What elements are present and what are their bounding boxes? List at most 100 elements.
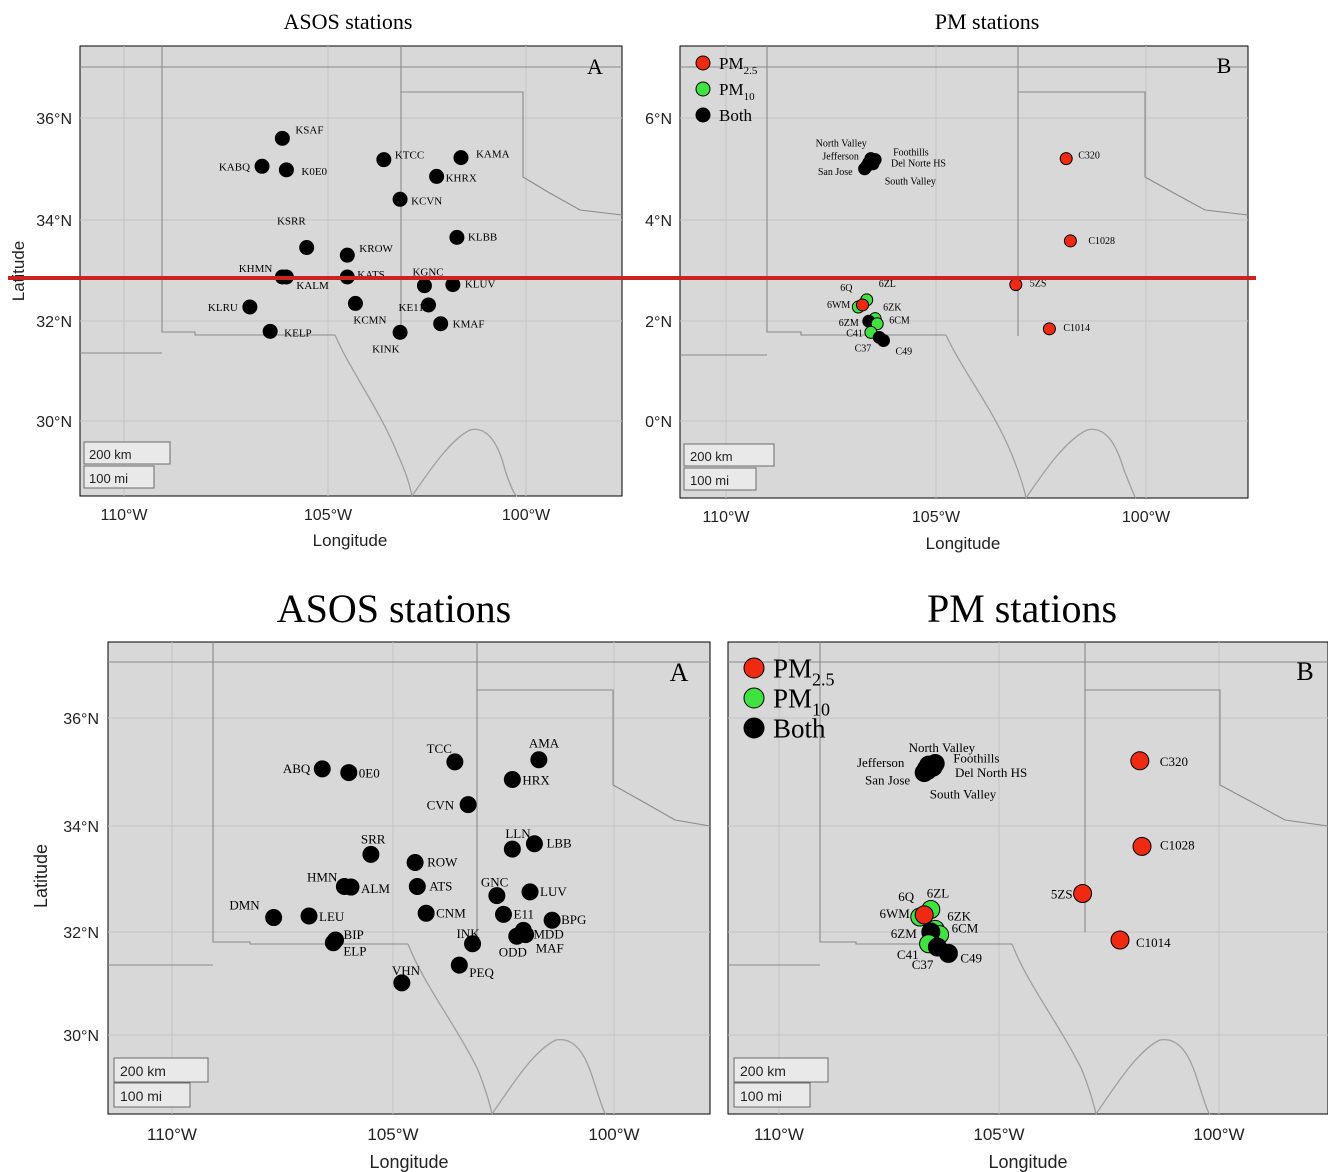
x-tick: 110°W <box>147 1125 197 1144</box>
station-marker <box>406 853 424 871</box>
station-label: BPG <box>561 912 586 927</box>
y-tick: 32°N <box>63 925 99 942</box>
station-label: North Valley <box>816 139 867 150</box>
x-tick: 105°W <box>912 509 961 526</box>
station-marker <box>938 943 958 963</box>
station-label: Foothills <box>893 148 929 159</box>
station-label: KELP <box>284 327 312 339</box>
station-label: C41 <box>846 328 863 339</box>
y-tick: 34°N <box>36 213 72 230</box>
station-marker <box>495 905 512 923</box>
station-label: Foothills <box>953 750 999 765</box>
legend-label: Both <box>719 106 753 125</box>
station-marker <box>433 316 449 332</box>
top-pm-panel-letter: B <box>1217 53 1232 78</box>
station-marker <box>918 760 938 780</box>
bottom-pm-title: PM stations <box>927 586 1117 631</box>
bottom-asos-title: ASOS stations <box>277 586 512 631</box>
top-pm-xlabel: Longitude <box>926 534 1001 553</box>
station-label: 5ZS <box>1051 886 1073 901</box>
station-marker <box>347 295 363 311</box>
legend-swatch <box>695 81 711 97</box>
station-label: 6ZM <box>839 318 859 329</box>
top-pm-state-borders <box>680 46 1249 356</box>
station-label: GNC <box>481 875 508 890</box>
station-marker <box>1073 883 1093 903</box>
station-label: 6ZM <box>891 926 917 941</box>
station-label: C1014 <box>1063 323 1090 334</box>
station-label: ROW <box>427 854 458 869</box>
scale-mi: 100 mi <box>690 473 729 488</box>
y-tick: 32°N <box>36 314 72 331</box>
station-label: 6ZL <box>927 886 949 901</box>
station-label: C320 <box>1160 754 1188 769</box>
station-marker <box>856 298 869 312</box>
top-asos-rivers <box>334 334 518 497</box>
bottom-pm-rivers <box>1011 943 1211 1115</box>
station-label: ODD <box>499 944 527 959</box>
x-tick: 105°W <box>367 1125 418 1144</box>
station-label: KCMN <box>353 314 386 326</box>
x-tick: 100°W <box>1193 1125 1244 1144</box>
station-label: C37 <box>855 343 872 354</box>
legend-swatch <box>695 107 711 123</box>
station-marker <box>392 324 408 340</box>
bottom-pm-panel-letter: B <box>1296 657 1313 686</box>
station-label: LLN <box>505 826 531 841</box>
top-pm-title: PM stations <box>935 9 1040 34</box>
top-asos-grid <box>80 46 622 496</box>
station-marker <box>340 764 358 782</box>
station-label: CVN <box>427 798 455 813</box>
station-marker <box>265 909 283 927</box>
bottom-asos-stations: ABQ 0E0 TCC AMA HRX CVN SRR LLN LBB ROW HMN ALM ATS G… <box>229 736 586 992</box>
station-label: KLRU <box>208 302 238 314</box>
station-marker <box>417 904 435 922</box>
x-tick: 110°W <box>754 1125 804 1144</box>
station-marker <box>525 835 543 853</box>
station-marker <box>453 150 469 166</box>
top-asos-panel-letter: A <box>587 54 603 79</box>
station-label: KAMA <box>476 149 510 161</box>
station-label: KSAF <box>295 124 323 136</box>
station-marker <box>870 317 884 331</box>
station-marker <box>446 753 464 771</box>
top-pm-scale-bar: 200 km 100 mi <box>683 443 775 491</box>
station-marker <box>313 760 331 778</box>
x-tick: 100°W <box>1122 509 1171 526</box>
station-marker <box>543 911 561 929</box>
top-pm-stations: North Valley Jefferson San Jose FoothillsDe… <box>816 139 1115 358</box>
top-asos-map: ASOS stations 36°N 34°N 32°N <box>9 9 623 550</box>
x-tick: 105°W <box>973 1125 1024 1144</box>
bottom-pm-grid <box>728 642 1328 1114</box>
station-label: BIP <box>344 927 364 942</box>
legend-label: Both <box>773 713 826 743</box>
station-label: South Valley <box>930 786 997 801</box>
station-marker <box>914 905 934 925</box>
station-label: Jefferson <box>822 152 858 163</box>
station-marker <box>464 935 482 953</box>
station-label: 6Q <box>898 889 915 904</box>
station-marker <box>449 229 465 245</box>
station-label: KABQ <box>219 161 250 173</box>
station-marker <box>408 878 426 896</box>
station-marker <box>324 934 342 952</box>
station-marker <box>262 323 278 339</box>
station-label: 0E0 <box>359 766 380 781</box>
scale-mi: 100 mi <box>120 1088 162 1104</box>
station-marker <box>1110 930 1130 950</box>
station-label: CNM <box>436 905 466 920</box>
station-marker <box>877 334 890 348</box>
top-pm-frame <box>679 45 1249 499</box>
bottom-asos-scale-bar: 200 km 100 mi <box>113 1057 209 1108</box>
bottom-asos-frame <box>107 641 711 1115</box>
y-tick: 36°N <box>36 111 72 128</box>
station-label: 5ZS <box>1030 279 1047 290</box>
station-label: C1028 <box>1088 236 1115 247</box>
scale-mi: 100 mi <box>740 1088 782 1104</box>
station-label: TCC <box>427 741 452 756</box>
station-label: VHN <box>392 963 421 978</box>
station-label: 6ZK <box>947 908 971 923</box>
y-tick: 4°N <box>645 213 672 230</box>
station-label: KHRX <box>446 172 477 184</box>
